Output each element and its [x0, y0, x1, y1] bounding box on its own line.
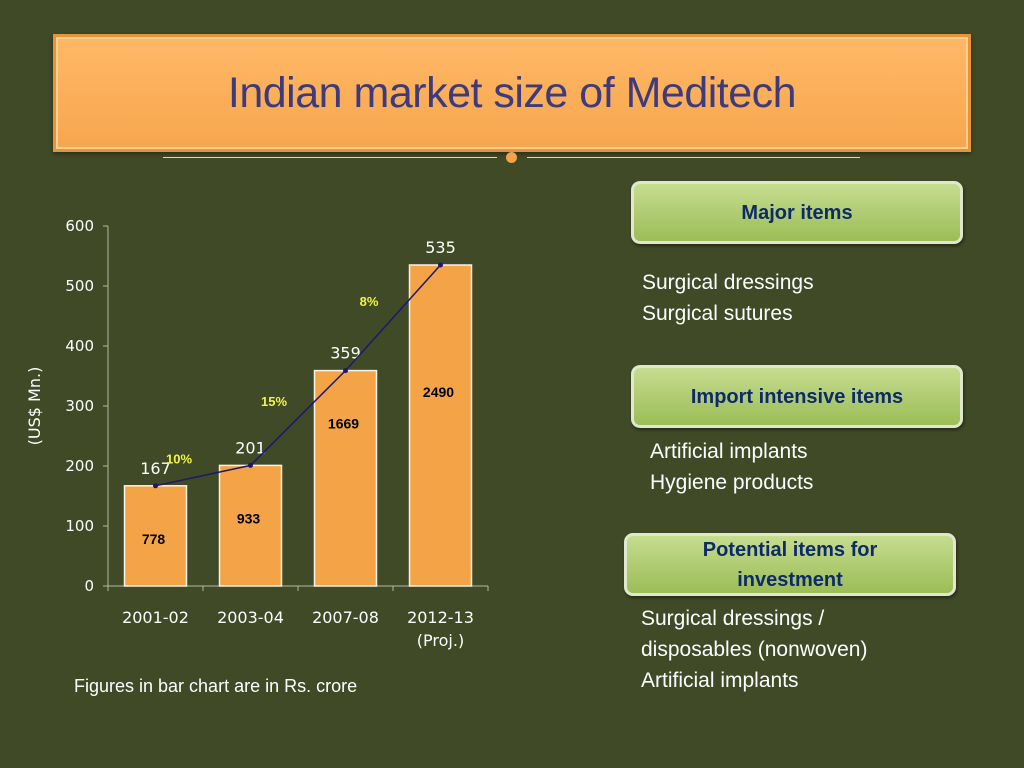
bar-value-label: 535: [425, 238, 456, 257]
major-items-heading: Major items: [631, 181, 963, 244]
growth-trend-line: [155, 264, 442, 487]
bar-2007-08: [313, 369, 378, 587]
y-tick-label: 0: [84, 577, 94, 595]
bar-value-label: 201: [235, 438, 266, 457]
bar-inner-label: 1669: [328, 416, 359, 432]
list-item: Surgical dressings: [642, 271, 814, 294]
bar-2012-13: [408, 264, 473, 587]
slide-title: Indian market size of Meditech: [227, 68, 797, 117]
x-category-sublabel: (Proj.): [417, 631, 464, 650]
growth-rate-label: 8%: [360, 294, 379, 309]
list-item: Surgical sutures: [642, 302, 793, 325]
growth-rate-label: 15%: [261, 394, 287, 409]
trend-point: [343, 368, 348, 374]
title-banner: Indian market size of Meditech: [53, 34, 971, 152]
bar-inner-label: 2490: [423, 384, 454, 400]
import-intensive-heading: Import intensive items: [631, 365, 963, 428]
growth-rate-label: 10%: [166, 452, 192, 467]
list-item: Hygiene products: [650, 471, 814, 494]
x-category-label: 2007-08: [312, 608, 379, 627]
major-items-heading-text: Major items: [741, 201, 853, 224]
x-category-label: 2012-13: [407, 608, 474, 627]
potential-items-heading-line2: investment: [737, 568, 843, 591]
list-item: disposables (nonwoven): [641, 638, 868, 661]
y-tick-label: 600: [65, 217, 94, 235]
potential-items-heading: Potential items for investment: [624, 533, 956, 596]
y-axis-title: (US$ Mn.): [25, 367, 44, 446]
y-tick-label: 500: [65, 277, 94, 295]
chart-note: Figures in bar chart are in Rs. crore: [74, 676, 358, 696]
y-tick-label: 400: [65, 337, 94, 355]
import-intensive-list: Artificial implants Hygiene products: [650, 436, 813, 498]
potential-items-heading-line1: Potential items for: [702, 538, 878, 561]
trend-point: [153, 483, 158, 489]
y-tick-label: 100: [65, 517, 94, 535]
title-divider-right: [527, 157, 860, 158]
y-tick-label: 300: [65, 397, 94, 415]
bar-2003-04: [218, 464, 283, 587]
title-divider-dot: [506, 152, 517, 163]
bar-inner-label: 778: [142, 531, 166, 547]
trend-point: [438, 262, 443, 268]
y-tick-label: 200: [65, 457, 94, 475]
title-divider-left: [163, 157, 497, 158]
list-item: Artificial implants: [650, 440, 808, 463]
import-intensive-heading-text: Import intensive items: [690, 385, 904, 408]
x-category-label: 2003-04: [217, 608, 284, 627]
bar-inner-label: 933: [237, 510, 261, 526]
list-item: Artificial implants: [641, 669, 799, 692]
trend-point: [248, 462, 253, 468]
market-size-bar-chart: 0 100 200 300 400 500 600 (US$ Mn.) 167 778 2001-0…: [25, 217, 489, 650]
x-category-label: 2001-02: [122, 608, 189, 627]
potential-items-list: Surgical dressings / disposables (nonwov…: [641, 603, 867, 696]
list-item: Surgical dressings /: [641, 607, 825, 630]
bar-value-label: 359: [330, 344, 361, 363]
bar-value-label: 167: [140, 459, 171, 478]
major-items-list: Surgical dressings Surgical sutures: [642, 267, 814, 329]
